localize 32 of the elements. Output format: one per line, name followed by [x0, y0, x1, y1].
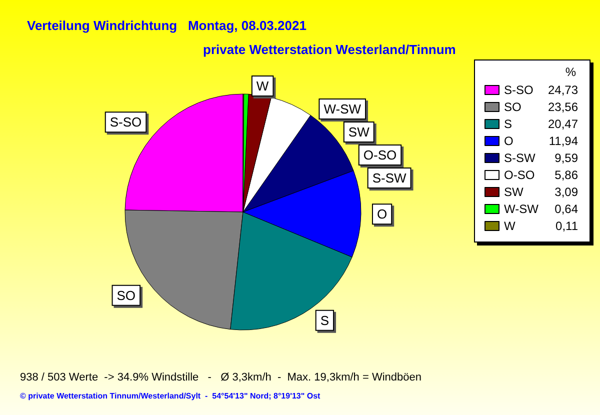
chart-title: Verteilung Windrichtung Montag, 08.03.2021	[27, 18, 306, 33]
category-label: O-SO	[363, 148, 397, 162]
category-label: SW	[348, 124, 370, 140]
legend-label: SO	[504, 100, 522, 114]
category-label: W	[256, 78, 269, 94]
legend-label: S-SO	[504, 83, 534, 97]
data-label: 0,64	[554, 202, 578, 216]
legend-label: O	[504, 134, 514, 148]
data-label: 3,09	[554, 185, 578, 199]
data-label: 24,73	[548, 83, 578, 97]
data-label: 9,59	[554, 151, 578, 165]
data-label: 20,47	[548, 117, 578, 131]
slice-label: S	[320, 312, 330, 328]
chart-subtitle: private Wetterstation Westerland/Tinnum	[203, 42, 456, 57]
text: 938 / 503 Werte -> 34.9% Windstille - Ø 3,3km/h - Max. 19,3km/h = Windböen	[20, 372, 422, 384]
data-label: 5,86	[554, 168, 578, 182]
legend-label: O-SO	[504, 168, 535, 182]
legend-label: S	[504, 117, 512, 131]
category-label: W-SW	[324, 102, 362, 116]
data-label: 0,11	[556, 219, 578, 233]
legend-label: W-SW	[504, 202, 540, 216]
category-label: S-SW	[372, 170, 406, 186]
data-label: 23,56	[548, 100, 578, 114]
slice-label: O	[376, 206, 388, 222]
data-label: 11,94	[548, 134, 578, 148]
slice-label: S-SO	[110, 114, 142, 130]
legend-label: W	[504, 219, 516, 233]
legend-label: SW	[504, 185, 524, 199]
legend-title: %	[565, 65, 576, 79]
slice-label: SO	[116, 288, 136, 303]
text: © private Wetterstation Tinnum/Westerland/Sylt - 54°54'13" Nord; 8°19'13" Ost	[20, 392, 321, 400]
legend-label: S-SW	[504, 151, 536, 165]
